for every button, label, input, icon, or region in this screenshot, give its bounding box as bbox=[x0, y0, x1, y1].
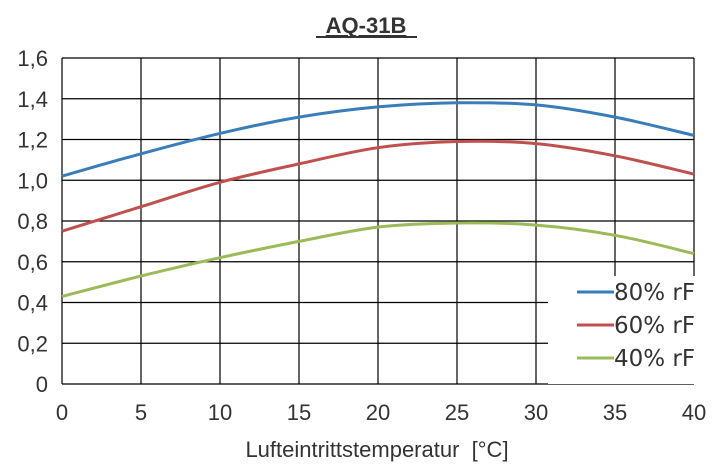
y-tick-label: 1,4 bbox=[17, 87, 48, 112]
series-line-1 bbox=[61, 139, 695, 233]
x-axis-label: Lufteintrittstemperatur [°C] bbox=[245, 437, 508, 462]
x-tick-label: 25 bbox=[445, 400, 469, 425]
x-tick-label: 20 bbox=[366, 400, 390, 425]
y-tick-label: 1,0 bbox=[17, 168, 48, 193]
x-tick-label: 35 bbox=[603, 400, 627, 425]
y-tick-label: 1,2 bbox=[17, 128, 48, 153]
x-tick-labels: 0 5 10 15 20 25 30 35 40 bbox=[56, 400, 706, 425]
legend-background bbox=[548, 276, 708, 384]
x-tick-label: 10 bbox=[208, 400, 232, 425]
y-tick-label: 0 bbox=[36, 372, 48, 397]
x-tick-label: 5 bbox=[135, 400, 147, 425]
series-line-0 bbox=[61, 101, 695, 178]
x-tick-label: 0 bbox=[56, 400, 68, 425]
x-tick-label: 40 bbox=[682, 400, 706, 425]
series-lines bbox=[61, 101, 695, 298]
y-tick-label: 0,2 bbox=[17, 331, 48, 356]
x-tick-label: 15 bbox=[287, 400, 311, 425]
y-tick-label: 0,4 bbox=[17, 291, 48, 316]
x-tick-label: 30 bbox=[524, 400, 548, 425]
y-tick-label: 0,6 bbox=[17, 250, 48, 275]
chart-title: AQ-31B bbox=[326, 13, 407, 38]
series-line-2 bbox=[61, 221, 695, 298]
legend-entry-label: 40% rF bbox=[614, 346, 695, 372]
y-tick-label: 1,6 bbox=[17, 46, 48, 71]
legend: 80% rF 60% rF 40% rF bbox=[548, 276, 708, 384]
y-tick-labels: 0 0,2 0,4 0,6 0,8 1,0 1,2 1,4 1,6 bbox=[17, 46, 48, 397]
y-tick-label: 0,8 bbox=[17, 209, 48, 234]
legend-entry-label: 60% rF bbox=[614, 313, 695, 339]
legend-entry-label: 80% rF bbox=[614, 280, 695, 306]
